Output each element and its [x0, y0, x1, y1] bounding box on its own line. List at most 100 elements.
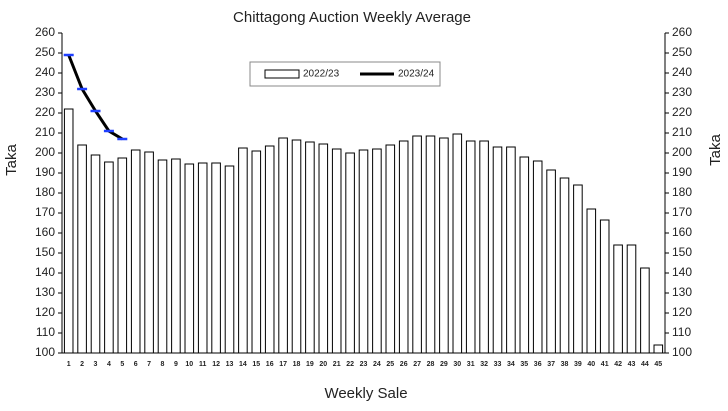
x-tick-label: 23 — [360, 361, 368, 368]
x-tick-label: 44 — [641, 361, 649, 368]
x-tick-label: 35 — [520, 361, 528, 368]
x-tick-label: 7 — [147, 361, 151, 368]
x-tick-label: 18 — [293, 361, 301, 368]
x-tick-label: 41 — [601, 361, 609, 368]
bar — [586, 208, 597, 354]
bar — [425, 135, 436, 354]
bar — [546, 169, 556, 354]
bar — [90, 154, 101, 354]
x-tick-label: 4 — [107, 361, 111, 368]
x-tick-label: 8 — [161, 361, 165, 368]
y2-tick-label: 250 — [672, 45, 692, 59]
y2-tick-label: 220 — [672, 105, 692, 119]
bar — [398, 140, 409, 354]
bar — [211, 162, 221, 354]
x-tick-label: 22 — [346, 361, 354, 368]
y-tick-label: 140 — [35, 265, 55, 279]
bar — [372, 148, 382, 354]
y-tick-label: 160 — [35, 225, 55, 239]
bar — [613, 244, 623, 354]
y2-tick-label: 130 — [672, 285, 692, 299]
x-tick-label: 14 — [239, 361, 247, 368]
bar — [439, 137, 449, 354]
x-tick-label: 6 — [134, 361, 138, 368]
y2-tick-label: 190 — [672, 165, 692, 179]
x-tick-label: 5 — [120, 361, 124, 368]
bar — [573, 184, 583, 354]
bar — [238, 147, 248, 354]
bar — [197, 162, 208, 354]
bar — [63, 108, 74, 354]
y-tick-label: 250 — [35, 45, 55, 59]
bar — [278, 137, 288, 354]
x-tick-label: 43 — [628, 361, 636, 368]
y-tick-label: 110 — [36, 325, 55, 339]
bar — [224, 165, 235, 354]
bar — [130, 149, 141, 354]
y2-tick-label: 120 — [672, 305, 692, 319]
x-tick-label: 45 — [654, 361, 662, 368]
y2-tick-label: 110 — [672, 325, 691, 339]
bar — [264, 145, 275, 354]
line — [67, 54, 124, 141]
x-tick-label: 12 — [212, 361, 220, 368]
bar — [117, 157, 128, 354]
y-tick-label: 120 — [35, 305, 55, 319]
x-tick-label: 26 — [400, 361, 408, 368]
bar — [291, 139, 302, 354]
x-tick-label: 10 — [185, 361, 193, 368]
bar — [318, 143, 329, 354]
x-tick-label: 36 — [534, 361, 542, 368]
x-tick-label: 21 — [333, 361, 341, 368]
bar — [492, 146, 503, 354]
y2-tick-label: 170 — [672, 205, 692, 219]
bar — [412, 135, 422, 354]
x-tick-label: 9 — [174, 361, 178, 368]
x-tick-label: 29 — [440, 361, 448, 368]
bar — [171, 158, 181, 354]
y-tick-label: 260 — [35, 25, 55, 39]
x-tick-label: 27 — [413, 361, 421, 368]
y-tick-label: 240 — [35, 65, 55, 79]
bar — [385, 144, 396, 354]
bar — [358, 149, 369, 354]
bar — [479, 140, 489, 354]
bar — [532, 160, 543, 354]
x-tick-label: 30 — [453, 361, 461, 368]
bar — [77, 144, 87, 354]
x-tick-label: 15 — [252, 361, 260, 368]
y-tick-label: 210 — [35, 125, 55, 139]
y2-tick-label: 160 — [672, 225, 692, 239]
y-axis-label: Taka — [3, 144, 20, 176]
bar — [626, 244, 637, 354]
x-tick-label: 40 — [587, 361, 595, 368]
bar — [104, 161, 114, 354]
bar — [559, 177, 570, 354]
x-tick-label: 38 — [561, 361, 569, 368]
bar — [144, 151, 154, 354]
y-tick-label: 230 — [35, 85, 55, 99]
y2-tick-label: 200 — [672, 145, 692, 159]
x-tick-label: 33 — [494, 361, 502, 368]
x-tick-label: 11 — [199, 361, 207, 368]
bar — [599, 219, 610, 354]
x-tick-label: 28 — [427, 361, 435, 368]
x-tick-label: 20 — [319, 361, 327, 368]
y2-tick-label: 150 — [672, 245, 692, 259]
chart-title: Chittagong Auction Weekly Average — [233, 9, 471, 26]
x-tick-label: 1 — [67, 361, 71, 368]
bar — [251, 150, 262, 354]
y-tick-label: 170 — [35, 205, 55, 219]
bar — [184, 163, 195, 354]
x-tick-label: 42 — [614, 361, 622, 368]
y2-tick-label: 230 — [672, 85, 692, 99]
x-tick-label: 32 — [480, 361, 488, 368]
y2-tick-label: 180 — [672, 185, 692, 199]
y2-axis-label: Taka — [707, 134, 724, 166]
y-tick-label: 220 — [35, 105, 55, 119]
y-tick-label: 100 — [35, 345, 55, 359]
bar — [452, 133, 463, 354]
x-tick-label: 3 — [94, 361, 98, 368]
x-tick-label: 31 — [467, 361, 475, 368]
